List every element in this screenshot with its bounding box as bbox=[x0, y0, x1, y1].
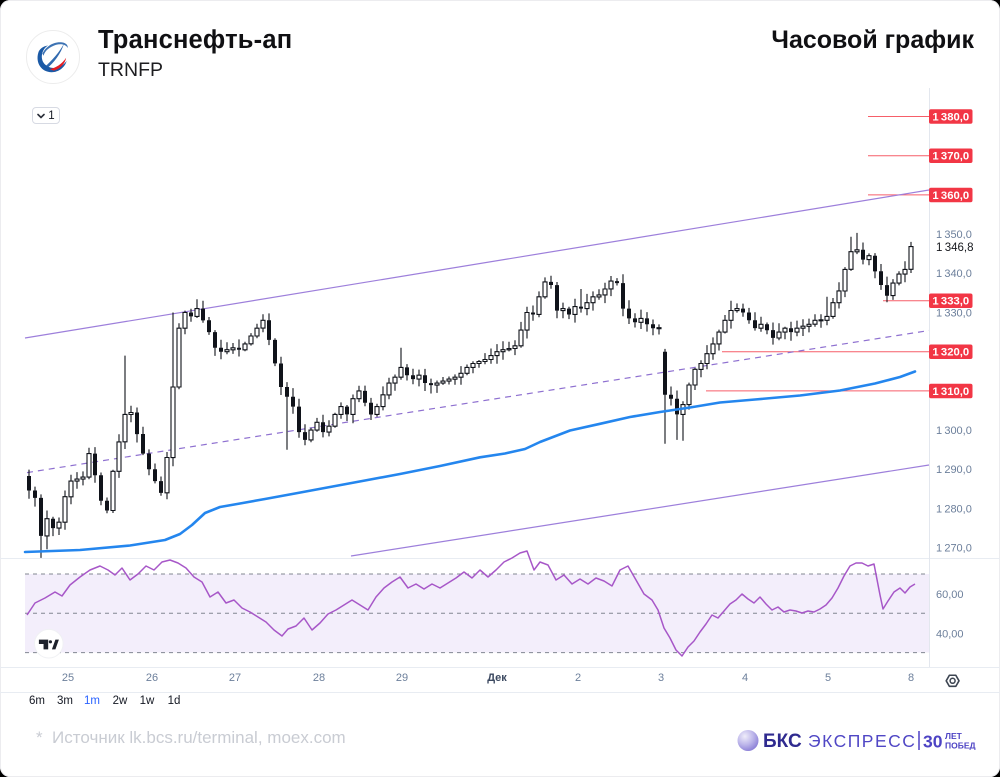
svg-text:БКС: БКС bbox=[763, 731, 802, 752]
svg-text:1 346,8: 1 346,8 bbox=[936, 242, 973, 254]
svg-text:28: 28 bbox=[313, 672, 325, 684]
svg-text:3m: 3m bbox=[57, 695, 73, 707]
svg-text:30: 30 bbox=[923, 732, 943, 752]
svg-text:1 333,0: 1 333,0 bbox=[932, 296, 969, 308]
svg-text:ЛЕТ: ЛЕТ bbox=[945, 731, 963, 741]
svg-text:1w: 1w bbox=[140, 695, 155, 707]
svg-text:1 360,0: 1 360,0 bbox=[932, 190, 969, 202]
svg-text:1 340,0: 1 340,0 bbox=[936, 268, 972, 280]
svg-text:1 320,0: 1 320,0 bbox=[932, 347, 969, 359]
svg-text:ПОБЕД: ПОБЕД bbox=[945, 741, 976, 751]
svg-text:5: 5 bbox=[825, 672, 831, 684]
svg-text:1 370,0: 1 370,0 bbox=[932, 151, 969, 163]
svg-text:40,00: 40,00 bbox=[936, 628, 964, 640]
svg-text:2: 2 bbox=[575, 672, 581, 684]
svg-text:8: 8 bbox=[908, 672, 914, 684]
svg-text:1m: 1m bbox=[84, 695, 100, 707]
svg-text:26: 26 bbox=[146, 672, 158, 684]
svg-text:27: 27 bbox=[229, 672, 241, 684]
svg-text:4: 4 bbox=[742, 672, 748, 684]
svg-text:29: 29 bbox=[396, 672, 408, 684]
svg-text:1d: 1d bbox=[168, 695, 181, 707]
svg-text:1 310,0: 1 310,0 bbox=[932, 386, 969, 398]
svg-text:ЭКСПРЕСС: ЭКСПРЕСС bbox=[808, 731, 916, 751]
svg-text:1 380,0: 1 380,0 bbox=[932, 111, 969, 123]
svg-text:1 290,0: 1 290,0 bbox=[936, 464, 972, 476]
svg-text:6m: 6m bbox=[29, 695, 45, 707]
svg-text:25: 25 bbox=[62, 672, 74, 684]
svg-text:1 300,0: 1 300,0 bbox=[936, 425, 972, 437]
svg-text:60,00: 60,00 bbox=[936, 589, 964, 601]
svg-text:1 280,0: 1 280,0 bbox=[936, 503, 972, 515]
svg-text:1 270,0: 1 270,0 bbox=[936, 543, 972, 555]
svg-text:Дек: Дек bbox=[487, 672, 507, 684]
svg-text:3: 3 bbox=[658, 672, 664, 684]
svg-text:1 350,0: 1 350,0 bbox=[936, 229, 972, 241]
svg-text:1 330,0: 1 330,0 bbox=[936, 307, 972, 319]
svg-text:2w: 2w bbox=[113, 695, 128, 707]
